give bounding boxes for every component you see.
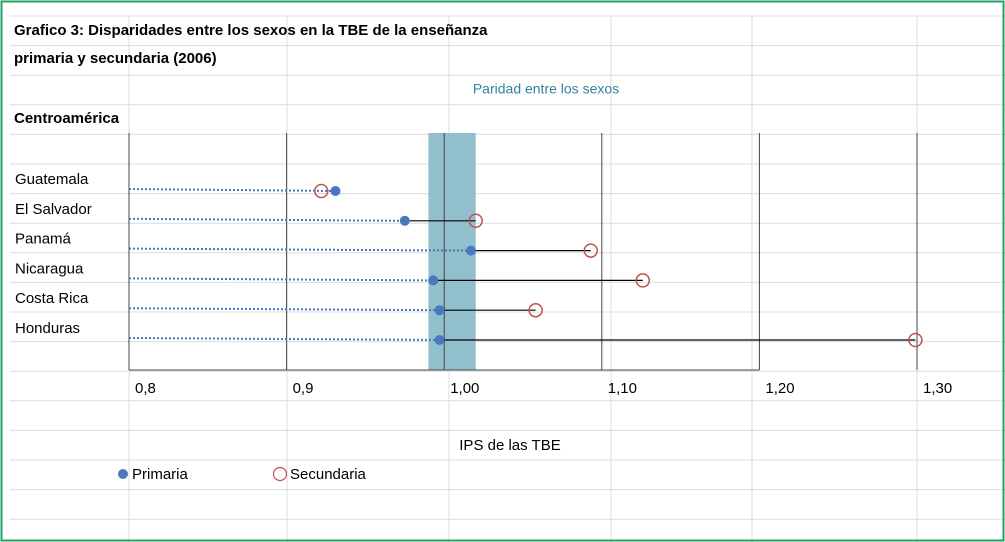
category-label: El Salvador bbox=[15, 201, 92, 218]
primaria-dot bbox=[434, 305, 445, 316]
secundaria-dot bbox=[528, 302, 543, 318]
primaria-dot bbox=[465, 245, 476, 256]
legend-label: Secundaria bbox=[290, 466, 367, 483]
secundaria-dot bbox=[635, 273, 651, 288]
category-label: Guatemala bbox=[15, 171, 89, 188]
secundaria-dot bbox=[468, 213, 483, 229]
title-line: primaria y secundaria (2006) bbox=[14, 50, 217, 67]
leader-line bbox=[128, 217, 405, 222]
category-label: Honduras bbox=[15, 320, 80, 337]
leader-line bbox=[128, 247, 471, 252]
leader-line bbox=[128, 188, 336, 192]
secundaria-dot bbox=[583, 243, 599, 258]
leader-line bbox=[128, 337, 440, 341]
category-label: Nicaragua bbox=[15, 260, 84, 277]
leader-line bbox=[128, 277, 434, 282]
primaria-dot bbox=[330, 186, 341, 196]
legend-label: Primaria bbox=[132, 466, 188, 483]
secundaria-dot bbox=[314, 183, 329, 199]
x-tick-label: 1,30 bbox=[923, 380, 952, 397]
legend-marker bbox=[272, 466, 288, 482]
x-tick-label: 1,00 bbox=[450, 380, 479, 397]
x-tick-label: 0,9 bbox=[293, 380, 314, 397]
leader-line bbox=[128, 307, 440, 312]
primaria-dot bbox=[434, 335, 445, 345]
primaria-dot bbox=[428, 275, 439, 286]
x-tick-label: 0,8 bbox=[135, 380, 156, 397]
band-label: Paridad entre los sexos bbox=[473, 81, 619, 97]
x-tick-label: 1,20 bbox=[765, 380, 794, 397]
legend-marker bbox=[118, 469, 128, 479]
x-tick-label: 1,10 bbox=[608, 380, 637, 397]
title-line: Grafico 3: Disparidades entre los sexos … bbox=[14, 22, 488, 39]
category-label: Costa Rica bbox=[15, 290, 89, 307]
primaria-dot bbox=[399, 215, 410, 226]
region-label: Centroamérica bbox=[14, 110, 120, 127]
x-axis-label: IPS de las TBE bbox=[459, 437, 560, 454]
category-label: Panamá bbox=[15, 231, 72, 248]
secundaria-dot bbox=[908, 332, 923, 348]
